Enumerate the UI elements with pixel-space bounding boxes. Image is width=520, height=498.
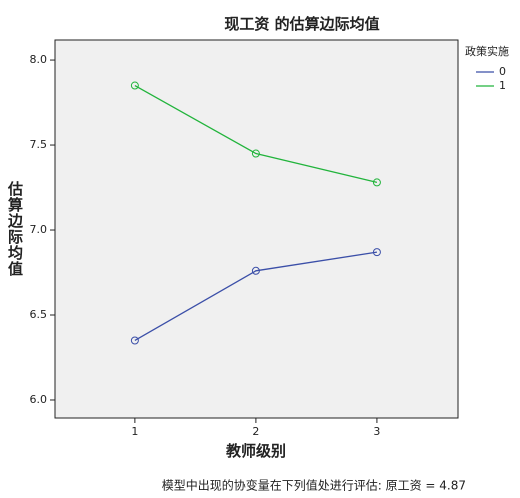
series-line <box>134 251 378 342</box>
legend-label: 0 <box>499 65 506 78</box>
x-tick-label: 2 <box>252 425 259 438</box>
x-axis-label: 教师级别 <box>225 442 286 460</box>
x-tick-label: 3 <box>373 425 380 438</box>
footnote: 模型中出现的协变量在下列值处进行评估: 原工资 = 4.87 <box>162 478 466 493</box>
point <box>130 81 139 90</box>
y-tick-label: 6.5 <box>30 308 48 321</box>
y-tick-label: 8.0 <box>30 53 48 66</box>
y-tick-label: 7.0 <box>30 223 48 236</box>
chart-title: 现工资 的估算边际均值 <box>224 15 379 33</box>
y-tick-label: 7.5 <box>30 138 48 151</box>
series-line <box>134 84 378 184</box>
point <box>372 178 381 187</box>
point <box>251 149 260 158</box>
point <box>372 248 381 257</box>
point <box>130 336 139 345</box>
y-axis-label: 估算边际均值 <box>6 180 24 277</box>
plot-area <box>54 39 459 419</box>
y-tick-label: 6.0 <box>30 393 48 406</box>
point <box>251 266 260 275</box>
legend-label: 1 <box>499 79 506 92</box>
legend-title: 政策实施 <box>465 44 509 58</box>
x-tick-label: 1 <box>131 425 138 438</box>
